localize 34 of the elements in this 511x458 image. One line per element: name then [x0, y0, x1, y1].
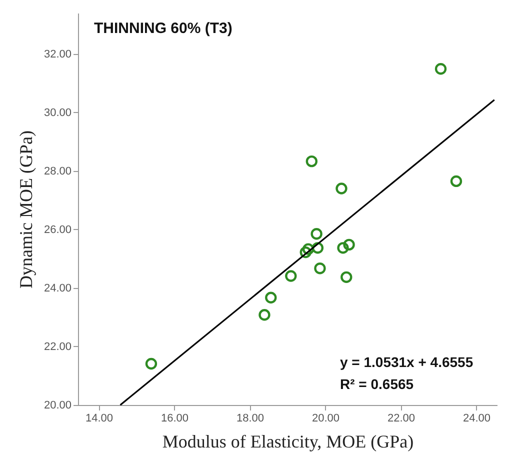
y-tick-label: 32.00	[44, 48, 72, 60]
x-axis-title: Modulus of Elasticity, MOE (GPa)	[162, 432, 414, 452]
point	[302, 243, 314, 255]
point	[336, 182, 348, 194]
point	[314, 262, 326, 274]
point	[312, 242, 324, 254]
x-tick-label: 20.00	[312, 412, 340, 424]
annotation: y = 1.0531x + 4.6555	[340, 354, 474, 370]
x-tick-label: 24.00	[462, 412, 491, 424]
y-axis-title: Dynamic MOE (GPa)	[16, 130, 36, 288]
y-tick-label: 20.00	[44, 400, 72, 412]
point	[145, 358, 158, 370]
point	[340, 271, 352, 283]
point	[343, 238, 355, 251]
point	[337, 242, 349, 254]
point	[258, 309, 270, 321]
point	[265, 292, 277, 304]
point	[285, 270, 297, 282]
point	[300, 246, 312, 258]
y-tick-label: 30.00	[44, 106, 72, 119]
point	[310, 228, 322, 240]
y-tick-label: 26.00	[44, 224, 72, 236]
x-tick-label: 18.00	[236, 412, 264, 424]
x-tick-label: 16.00	[160, 412, 189, 424]
y-tick-label: 22.00	[44, 340, 72, 353]
point	[306, 155, 318, 168]
y-tick-label: 28.00	[44, 165, 72, 178]
x-tick-label: 22.00	[387, 412, 416, 424]
point	[450, 175, 462, 188]
y-tick-label: 24.00	[44, 282, 72, 294]
x-tick-label: 14.00	[85, 412, 114, 424]
text: THINNING 60% (T3)	[94, 20, 232, 37]
annotation: R² = 0.6565	[340, 376, 414, 392]
point	[434, 63, 447, 75]
